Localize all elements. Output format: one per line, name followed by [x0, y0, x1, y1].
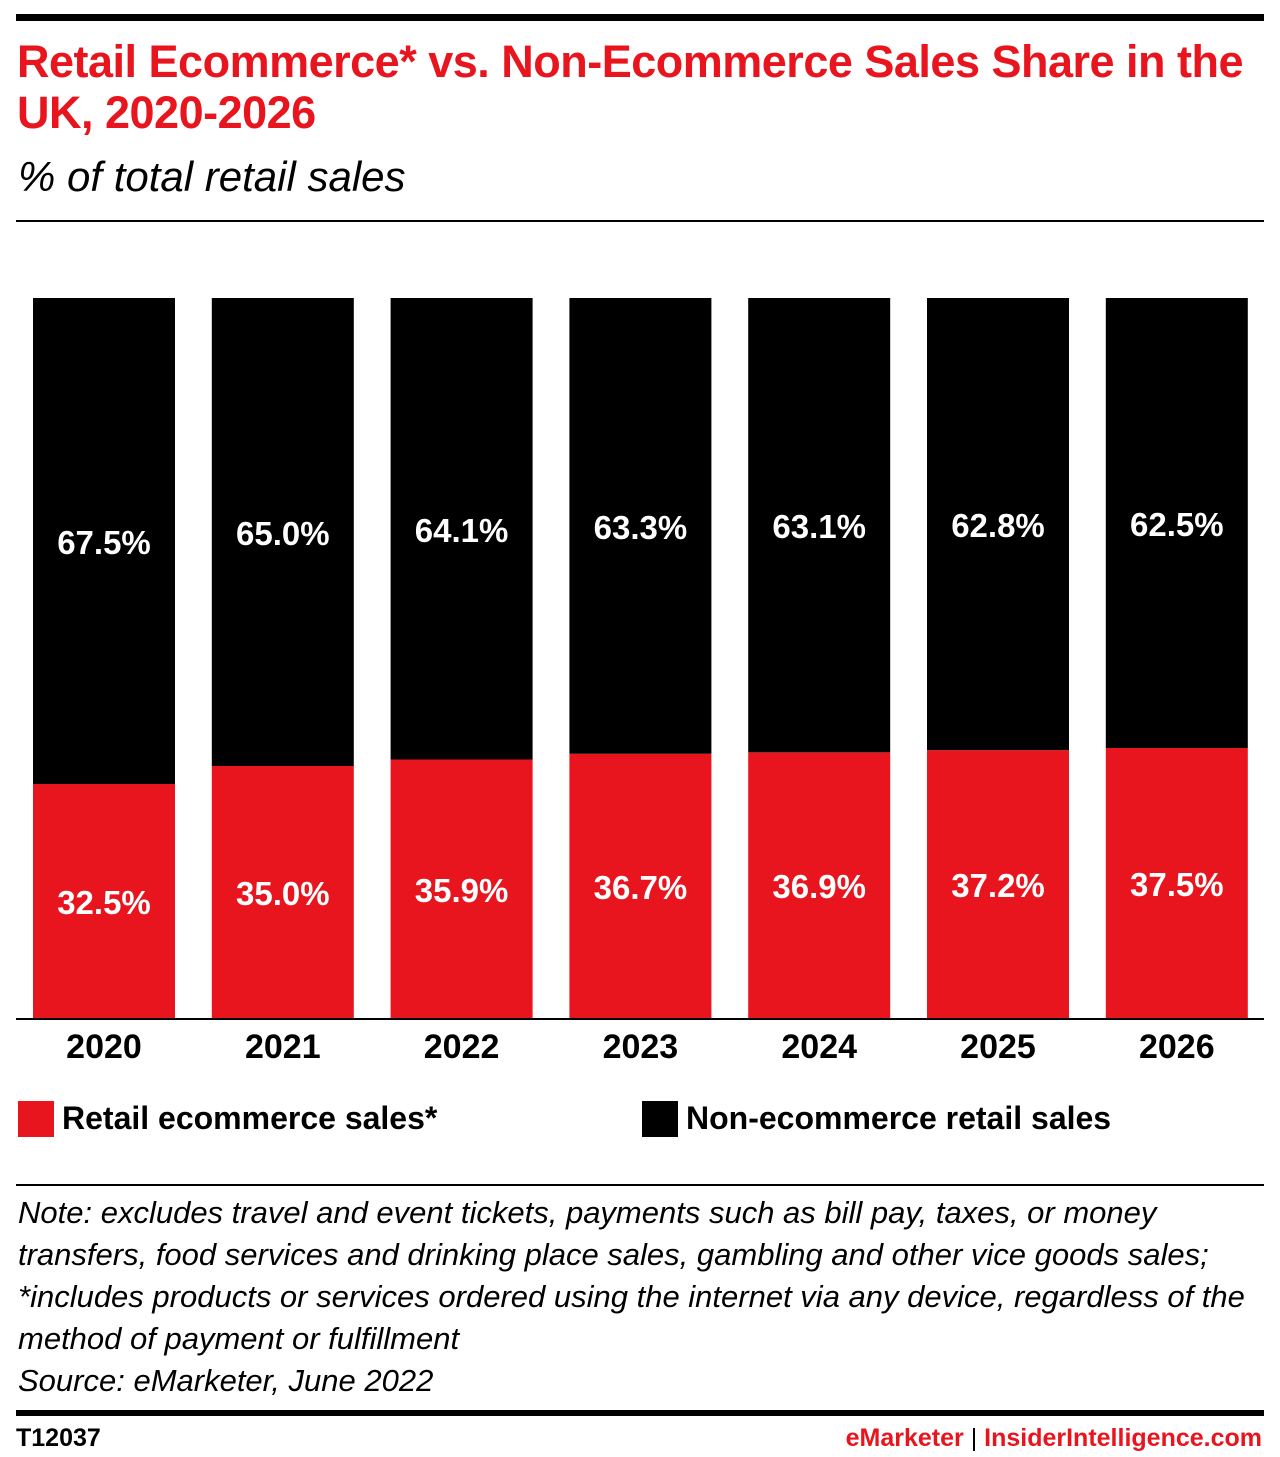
brand-emarketer: eMarketer	[845, 1424, 964, 1452]
label-non-ecommerce-2020: 67.5%	[57, 524, 151, 561]
x-tick-label-2021: 2021	[245, 1028, 321, 1066]
bar-non-ecommerce-2023	[569, 298, 712, 754]
footer-note: Note: excludes travel and event tickets,…	[18, 1192, 1268, 1402]
bar-non-ecommerce-2021	[211, 298, 354, 766]
header-divider	[16, 220, 1264, 222]
label-ecommerce-2023: 36.7%	[594, 869, 688, 906]
bottom-rule	[16, 1410, 1264, 1416]
label-ecommerce-2020: 32.5%	[57, 884, 151, 921]
chart-id: T12037	[16, 1424, 101, 1452]
brand-separator: |	[970, 1424, 978, 1452]
stacked-bar-chart: 32.5% 67.5% 2020 35.0% 65.0% 2021 35.9% 64.1% 20…	[16, 298, 1264, 1066]
label-ecommerce-2022: 35.9%	[415, 872, 509, 909]
label-ecommerce-2021: 35.0%	[236, 875, 330, 912]
bar-non-ecommerce-2024	[748, 298, 891, 753]
brand-insider-intelligence: InsiderIntelligence.com	[984, 1424, 1262, 1452]
legend-swatch-ecommerce	[18, 1100, 54, 1137]
source-text: Source: eMarketer, June 2022	[18, 1363, 434, 1398]
note-text: Note: excludes travel and event tickets,…	[18, 1195, 1245, 1356]
label-ecommerce-2025: 37.2%	[951, 867, 1045, 904]
label-non-ecommerce-2023: 63.3%	[594, 509, 688, 546]
chart-title: Retail Ecommerce* vs. Non-Ecommerce Sale…	[17, 36, 1244, 138]
label-ecommerce-2026: 37.5%	[1130, 866, 1224, 903]
bar-non-ecommerce-2026	[1105, 298, 1248, 748]
legend-label-ecommerce: Retail ecommerce sales*	[62, 1100, 438, 1136]
chart-subtitle: % of total retail sales	[18, 153, 406, 200]
label-non-ecommerce-2022: 64.1%	[415, 512, 509, 549]
bar-non-ecommerce-2022	[390, 298, 533, 760]
legend-item-non-ecommerce: Non-ecommerce retail sales	[642, 1100, 1111, 1137]
bar-ecommerce-2021	[211, 766, 354, 1018]
legend-item-ecommerce: Retail ecommerce sales*	[18, 1100, 437, 1137]
x-tick-label-2022: 2022	[424, 1028, 500, 1066]
footer-divider	[16, 1184, 1264, 1186]
brand-footer: eMarketer | InsiderIntelligence.com	[846, 1424, 1262, 1453]
bar-ecommerce-2024	[748, 752, 891, 1018]
label-non-ecommerce-2025: 62.8%	[951, 507, 1045, 544]
top-rule	[16, 14, 1264, 21]
label-non-ecommerce-2024: 63.1%	[772, 508, 866, 545]
x-tick-label-2026: 2026	[1139, 1028, 1215, 1066]
bar-non-ecommerce-2025	[927, 298, 1069, 751]
label-non-ecommerce-2021: 65.0%	[236, 515, 330, 552]
legend-swatch-non-ecommerce	[642, 1100, 678, 1137]
x-tick-label-2020: 2020	[66, 1028, 142, 1066]
legend-label-non-ecommerce: Non-ecommerce retail sales	[686, 1100, 1112, 1136]
label-ecommerce-2024: 36.9%	[772, 868, 866, 905]
bar-ecommerce-2023	[569, 753, 712, 1018]
x-tick-label-2024: 2024	[781, 1028, 857, 1066]
x-tick-label-2023: 2023	[603, 1028, 679, 1066]
bar-ecommerce-2025	[927, 750, 1069, 1018]
bar-ecommerce-2026	[1105, 748, 1248, 1018]
x-tick-label-2025: 2025	[960, 1028, 1036, 1066]
bar-non-ecommerce-2020	[33, 298, 175, 784]
label-non-ecommerce-2026: 62.5%	[1130, 506, 1224, 543]
bar-ecommerce-2022	[390, 759, 533, 1018]
bar-ecommerce-2020	[33, 784, 175, 1018]
